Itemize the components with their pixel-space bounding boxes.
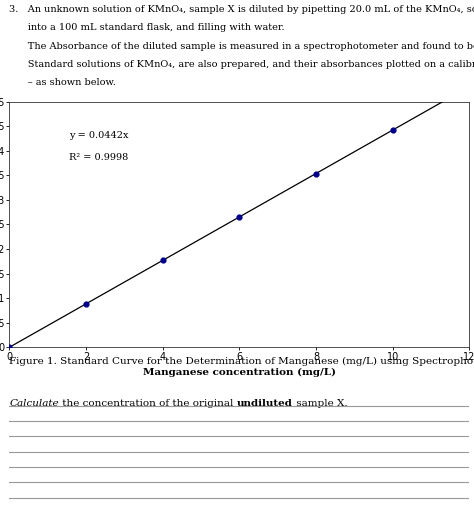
Text: the concentration of the original: the concentration of the original bbox=[59, 399, 237, 408]
Text: Standard solutions of KMnO₄, are also prepared, and their absorbances plotted on: Standard solutions of KMnO₄, are also pr… bbox=[9, 60, 474, 69]
Point bbox=[159, 257, 166, 265]
Point bbox=[236, 213, 243, 221]
Text: undiluted: undiluted bbox=[237, 399, 292, 408]
Text: 3.   An unknown solution of KMnO₄, sample X is diluted by pipetting 20.0 mL of t: 3. An unknown solution of KMnO₄, sample … bbox=[9, 5, 474, 14]
Text: – as shown below.: – as shown below. bbox=[9, 78, 116, 87]
Point bbox=[389, 126, 396, 134]
Text: The Absorbance of the diluted sample is measured in a spectrophotometer and foun: The Absorbance of the diluted sample is … bbox=[9, 41, 474, 51]
Text: into a 100 mL standard flask, and filling with water.: into a 100 mL standard flask, and fillin… bbox=[9, 24, 285, 32]
Text: sample X.: sample X. bbox=[292, 399, 347, 408]
Point bbox=[6, 343, 13, 351]
Point bbox=[82, 300, 90, 308]
Text: Calculate: Calculate bbox=[9, 399, 59, 408]
X-axis label: Manganese concentration (mg/L): Manganese concentration (mg/L) bbox=[143, 368, 336, 377]
Text: y = 0.0442x: y = 0.0442x bbox=[69, 131, 129, 140]
Point bbox=[312, 169, 320, 178]
Text: R² = 0.9998: R² = 0.9998 bbox=[69, 153, 128, 162]
Text: Figure 1. Standard Curve for the Determination of Manganese (mg/L) using Spectro: Figure 1. Standard Curve for the Determi… bbox=[9, 357, 474, 366]
